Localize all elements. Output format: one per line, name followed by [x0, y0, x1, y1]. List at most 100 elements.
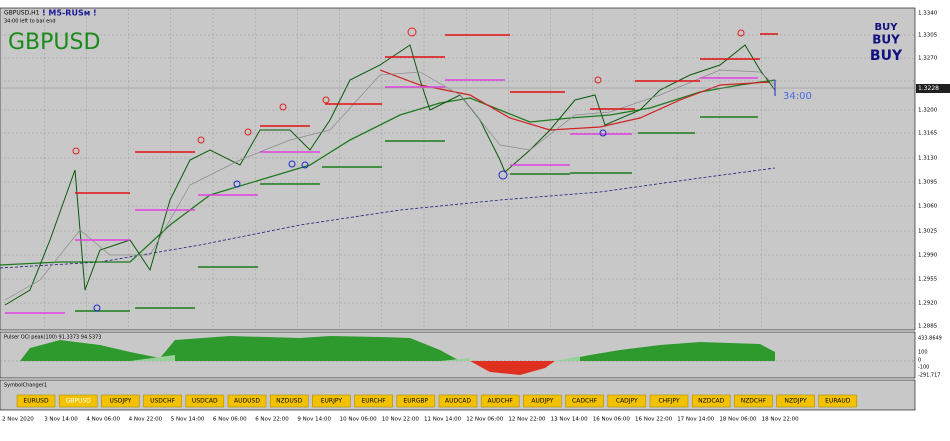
grid — [0, 9, 915, 329]
symbol-period: GBPUSD,H1 — [4, 10, 40, 17]
time-label: 4 Nov 22:00 — [129, 417, 163, 423]
symbol-button[interactable] — [523, 394, 562, 408]
oscillator-label: Pulser OCI peak(100) 91.3373 94.5373 — [4, 335, 102, 341]
price-label: 1.3305 — [918, 33, 938, 39]
symbol-button[interactable] — [185, 394, 225, 408]
time-label: 10 Nov 06:00 — [340, 417, 378, 423]
symbol-button-label[interactable]: EURJPY — [321, 398, 343, 405]
price-label: 1.3095 — [918, 180, 938, 186]
symbol-button[interactable] — [396, 394, 436, 408]
fractals — [72, 27, 745, 312]
time-axis: 2 Nov 2020 3 Nov 14:00 4 Nov 06:00 4 Nov 22… — [2, 417, 799, 423]
symbol-button-label[interactable]: AUDCHF — [488, 398, 514, 405]
symbol-button-label[interactable]: AUDJPY — [531, 398, 553, 405]
symbol-button-label[interactable]: NZDCHF — [741, 398, 767, 405]
current-price: 1.3228 — [918, 85, 939, 92]
oscillator-neg — [470, 361, 555, 375]
price-label: 1.3130 — [918, 156, 938, 162]
symbol-button-label[interactable]: CHFJPY — [658, 398, 679, 405]
oscillator-axis: 433.8649 100 0-100 -291.717 — [918, 336, 942, 379]
time-label: 18 Nov 22:00 — [762, 417, 800, 423]
price-label: 1.2990 — [918, 253, 938, 259]
symbol-button[interactable] — [16, 394, 56, 408]
symbol-button-label[interactable]: EURCHF — [361, 398, 386, 405]
symbol-button-label[interactable]: AUDUSD — [234, 398, 260, 405]
time-label: 6 Nov 06:00 — [213, 417, 247, 423]
bar-timer: 34:00 left to bar end — [4, 19, 56, 25]
symbol-title: GBPUSD — [8, 30, 100, 55]
symbol-button-label[interactable]: CADJPY — [616, 398, 638, 405]
green-ma — [0, 79, 776, 266]
symbol-button[interactable] — [649, 394, 689, 408]
symbol-button[interactable] — [312, 394, 351, 408]
symbol-button-label[interactable]: NZDCAD — [698, 398, 725, 405]
price-label: 1.3165 — [918, 131, 938, 137]
time-label: 6 Nov 22:00 — [255, 417, 289, 423]
symbol-button[interactable] — [269, 394, 309, 408]
symbol-button[interactable] — [227, 394, 267, 408]
symbol-button-label[interactable]: EURGBP — [403, 398, 428, 405]
price-label: 1.2885 — [918, 324, 938, 330]
symbol-button-label[interactable]: CADCHF — [572, 398, 598, 405]
price-label: 1.3060 — [918, 204, 938, 210]
price-label: 1.3340 — [918, 11, 938, 17]
time-label: 12 Nov 06:00 — [466, 417, 504, 423]
symbol-button[interactable] — [691, 394, 731, 408]
symbol-button-label[interactable]: NZDUSD — [276, 398, 302, 405]
oscillator-axis-label: -291.717 — [918, 373, 940, 379]
oscillator-axis-label: 100 — [918, 350, 928, 356]
buy-signal: BUY — [870, 48, 903, 64]
price-badge — [916, 84, 950, 93]
symbol-button-label[interactable]: USDCAD — [192, 398, 218, 405]
time-label: 9 Nov 14:00 — [297, 417, 331, 423]
buy-signal: BUY — [875, 22, 899, 33]
red-ma — [379, 69, 771, 131]
oscillator-pos — [20, 336, 775, 361]
time-label: 13 Nov 14:00 — [551, 417, 589, 423]
price-label: 1.2920 — [918, 301, 938, 307]
price-label: 1.3270 — [918, 56, 938, 62]
levels — [5, 33, 778, 314]
symbol-button-label[interactable]: NZDJPY — [785, 398, 807, 405]
symbol-button-label[interactable]: GBPUSD — [66, 398, 92, 405]
price-axis: 1.3340 1.3305 1.3270 1.3200 1.3165 1.3130 1.30… — [918, 11, 938, 330]
time-label: 18 Nov 06:00 — [719, 417, 757, 423]
symbol-button[interactable] — [480, 394, 520, 408]
symbol-button[interactable] — [818, 394, 858, 408]
long-ma — [0, 167, 776, 269]
symbol-button-label[interactable]: AUDCAD — [445, 398, 471, 405]
time-label: 10 Nov 22:00 — [382, 417, 420, 423]
buy-signal: BUY — [872, 33, 900, 47]
time-label: 11 Nov 14:00 — [424, 417, 462, 423]
symbol-buttons: EURUSD GBPUSD USDJPY USDCHF USDCAD AUDUSD NZDU… — [16, 394, 858, 408]
symbol-button-label[interactable]: EURAUD — [825, 398, 851, 405]
price-thin-ma — [4, 69, 776, 301]
symbol-button[interactable] — [143, 394, 182, 408]
oscillator-axis-label: 0 — [918, 358, 921, 364]
oscillator-axis-label: 433.8649 — [918, 336, 942, 342]
price-label: 1.3200 — [918, 108, 938, 114]
symbol-changer-label: SymbolChanger1 — [4, 383, 47, 389]
symbol-button[interactable] — [354, 394, 393, 408]
countdown: 34:00 — [783, 91, 812, 102]
symbol-button[interactable] — [565, 394, 604, 408]
oscillator-small — [130, 355, 580, 361]
symbol-button-label[interactable]: USDJPY — [110, 398, 132, 405]
time-label: 17 Nov 14:00 — [677, 417, 715, 423]
time-label: 12 Nov 22:00 — [508, 417, 546, 423]
symbol-button[interactable] — [438, 394, 478, 408]
symbol-button[interactable] — [58, 394, 98, 408]
price-pane — [0, 7, 916, 331]
symbol-button-label[interactable]: USDCHF — [150, 398, 176, 405]
indicator-tag: ! M5-RUSм ! — [42, 9, 97, 18]
time-label: 16 Nov 22:00 — [635, 417, 673, 423]
price-label: 1.3025 — [918, 229, 938, 235]
symbol-button[interactable] — [776, 394, 815, 408]
time-label: 2 Nov 2020 — [2, 417, 34, 423]
time-label: 5 Nov 14:00 — [171, 417, 205, 423]
symbol-button[interactable] — [607, 394, 647, 408]
symbol-button-label[interactable]: EURUSD — [23, 398, 49, 405]
symbol-button[interactable] — [101, 394, 140, 408]
symbol-button[interactable] — [734, 394, 773, 408]
